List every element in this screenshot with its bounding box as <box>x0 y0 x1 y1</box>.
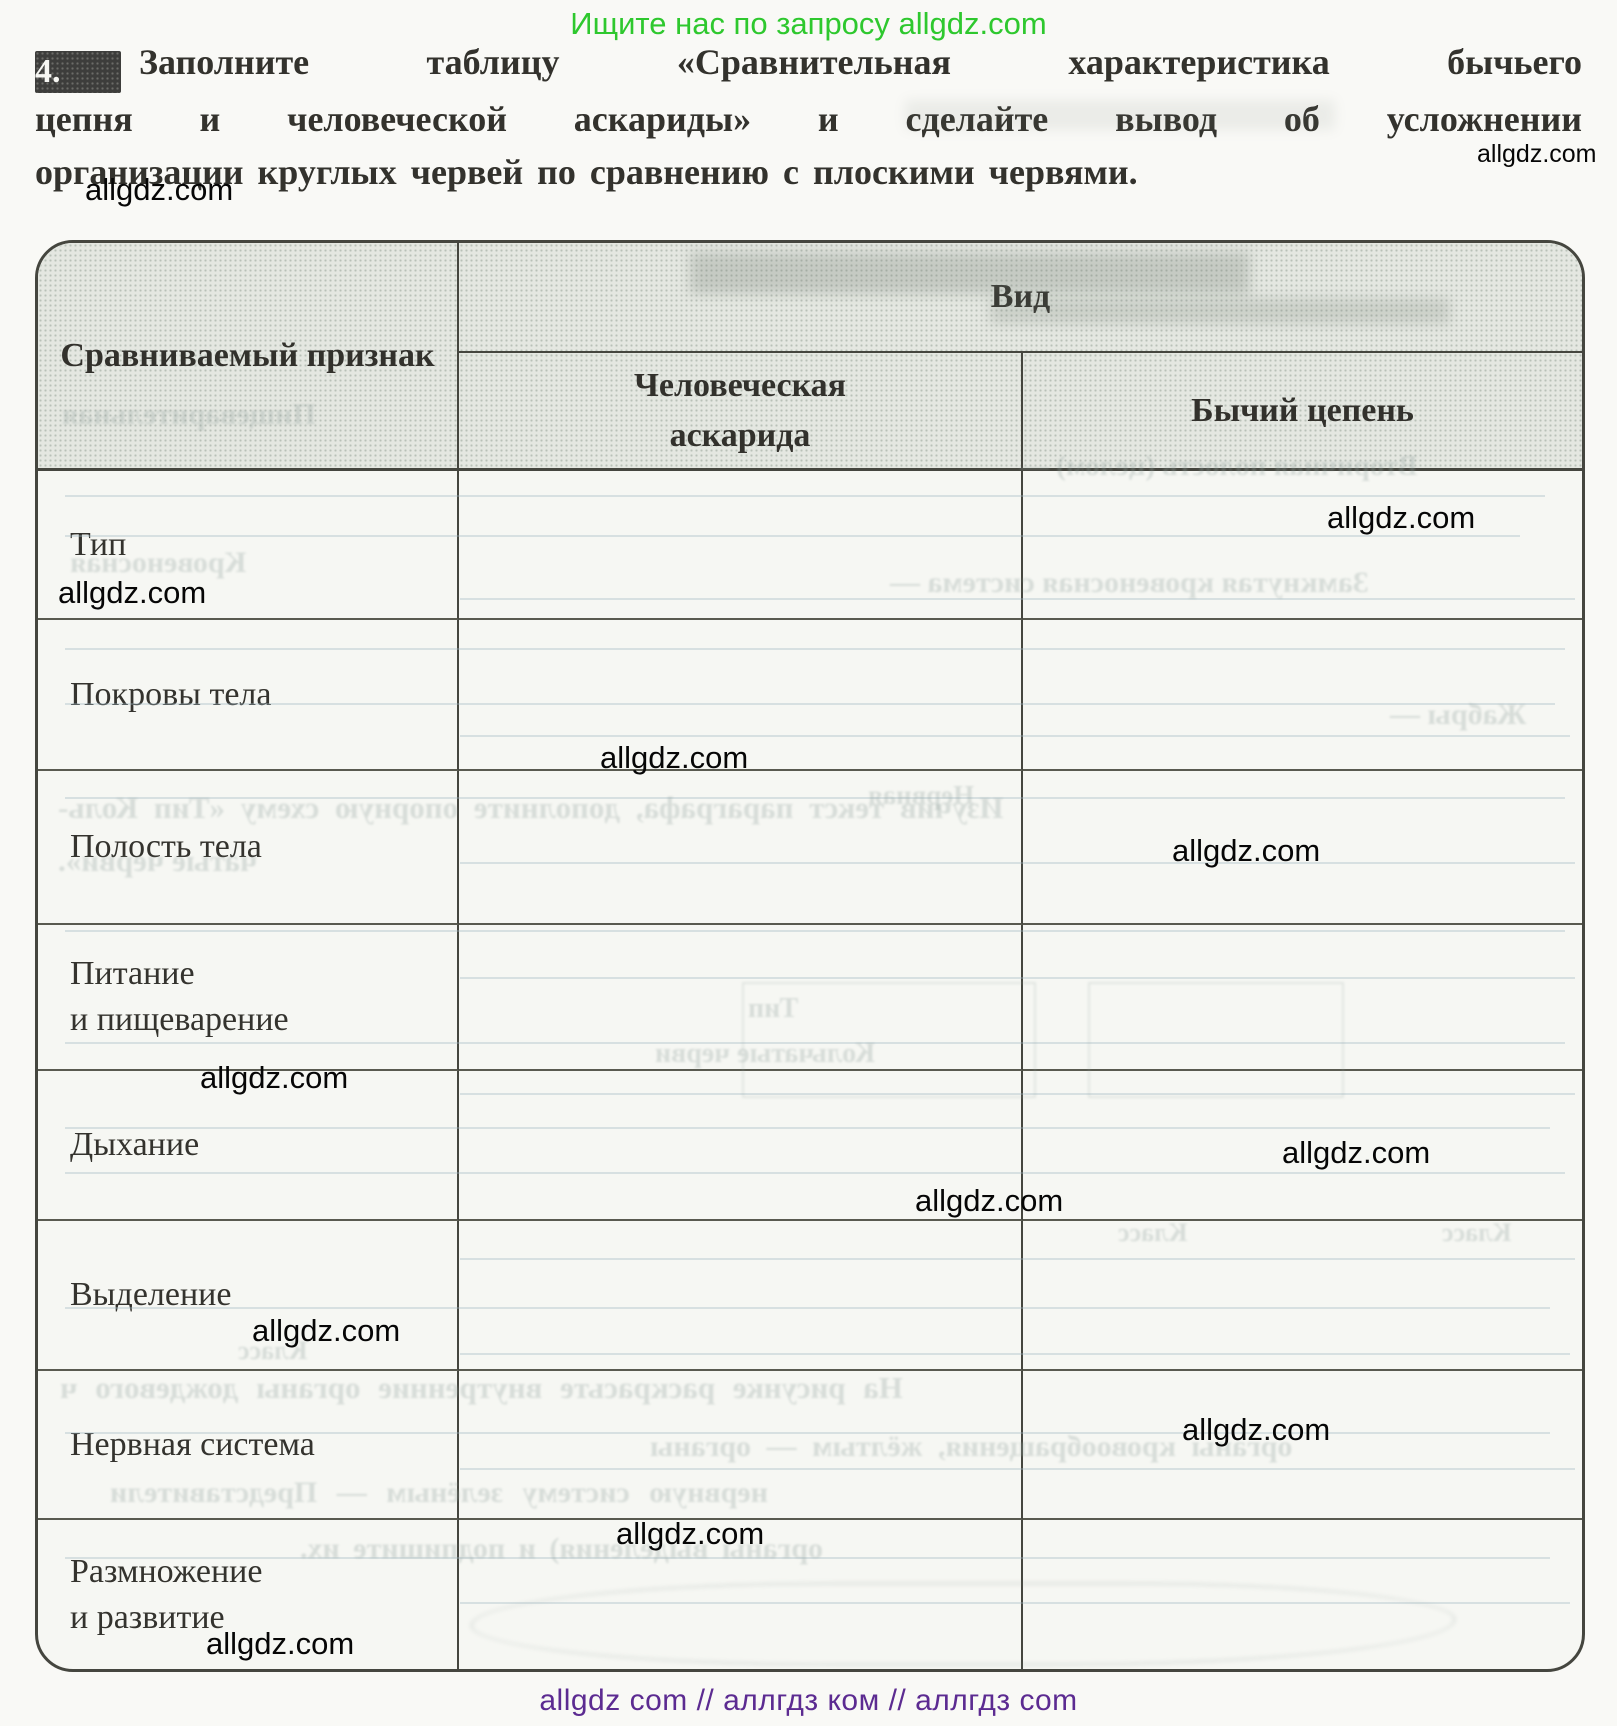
row-label: Полость тела <box>38 771 459 925</box>
ghost-smudge <box>905 100 1335 130</box>
watermark-text: allgdz.com <box>1182 1412 1331 1447</box>
answer-cell <box>1023 771 1582 925</box>
watermark-text: allgdz.com <box>206 1626 355 1661</box>
watermark-text: allgdz.com <box>1282 1135 1431 1170</box>
task-line-2: цепня и человеческой аскариды» и сделайт… <box>35 99 1582 139</box>
answer-cell <box>459 1371 1023 1520</box>
ghost-bleed-text: чатые черви». <box>58 843 258 878</box>
watermark-text: allgdz.com <box>1172 833 1321 868</box>
watermark-text: allgdz.com <box>616 1516 765 1551</box>
rule-line <box>460 1353 1570 1355</box>
watermark-text: allgdz.com <box>1327 500 1476 535</box>
answer-cell <box>459 1071 1023 1221</box>
rule-line <box>65 703 1555 705</box>
row-label: Выделение <box>38 1221 459 1371</box>
rule-line <box>65 535 1520 537</box>
answer-cell <box>1023 620 1582 771</box>
task-line-3: организации круглых червей по сравнению … <box>35 152 1138 192</box>
answer-cell <box>459 471 1023 620</box>
rule-line <box>65 1557 1550 1559</box>
answer-cell <box>459 620 1023 771</box>
rule-line <box>460 1093 1575 1095</box>
watermark-text: allgdz.com <box>252 1313 401 1348</box>
row-label: Дыхание <box>38 1071 459 1221</box>
rule-line <box>65 930 1565 932</box>
task-paragraph: 4. Заполните таблицу «Сравнительная харак… <box>35 36 1582 199</box>
rule-line <box>460 1258 1575 1260</box>
header-bull-tapeworm: Бычий цепень <box>1023 353 1582 471</box>
answer-cell <box>1023 1371 1582 1520</box>
rule-line <box>65 1172 1565 1174</box>
rule-line <box>65 648 1565 650</box>
answer-cell <box>1023 471 1582 620</box>
row-label: Нервная система <box>38 1371 459 1520</box>
ghost-box <box>1088 982 1344 1098</box>
answer-cell <box>459 771 1023 925</box>
ghost-bleed-text: Изучив текст параграфа, дополните опорну… <box>58 790 1004 825</box>
watermark-text: allgdz.com <box>200 1060 349 1095</box>
row-label: Покровы тела <box>38 620 459 771</box>
task-line-1-text: Заполните таблицу «Сравнительная характе… <box>139 42 1582 82</box>
rule-line <box>65 1307 1550 1309</box>
answer-cell <box>1023 1221 1582 1371</box>
ghost-bleed-text: Замкнутая кровеносная система — <box>890 566 1369 599</box>
ghost-box <box>742 982 1036 1098</box>
header-compared-feature: Сравниваемый признак <box>38 243 459 471</box>
rule-line <box>65 1042 1565 1044</box>
row-label: Размножение и развитие <box>38 1520 459 1669</box>
ghost-smudge <box>990 298 1450 324</box>
task-line-1: 4. Заполните таблицу «Сравнительная харак… <box>35 36 1582 93</box>
rule-line <box>460 1468 1575 1470</box>
rule-line <box>65 1127 1550 1129</box>
watermark-text: allgdz.com <box>600 740 749 775</box>
watermark-text: allgdz.com <box>58 575 207 610</box>
ghost-bleed-text: Класс <box>1118 1218 1188 1247</box>
promo-search-text: Ищите нас по запросу allgdz.com <box>570 6 1047 41</box>
ghost-bleed-text: Жабры — <box>1390 698 1527 731</box>
row-label: Тип <box>38 471 459 620</box>
watermark-text: allgdz.com <box>85 172 234 207</box>
answer-cell <box>1023 925 1582 1071</box>
footer-watermark-text: allgdz com // аллгдз ком // аллгдз com <box>539 1684 1078 1717</box>
header-group-vid: Вид <box>459 243 1582 353</box>
watermark-text: allgdz.com <box>1477 140 1597 168</box>
rule-line <box>65 495 1545 497</box>
watermark-text: allgdz.com <box>915 1183 1064 1218</box>
ghost-worm-drawing <box>470 1582 1456 1666</box>
comparison-table: Сравниваемый признак Вид Человеческая ас… <box>35 240 1585 1672</box>
header-human-ascaris: Человеческая аскарида <box>459 353 1023 471</box>
rule-line <box>65 797 1565 799</box>
answer-cell <box>459 925 1023 1071</box>
rule-line <box>460 862 1575 864</box>
task-number-badge: 4. <box>35 51 121 93</box>
answer-cell <box>1023 1071 1582 1221</box>
ghost-bleed-text: Вторичная полость (целом) — <box>1020 450 1418 482</box>
rule-line <box>65 1432 1550 1434</box>
answer-cell <box>459 1221 1023 1371</box>
ghost-bleed-text: Пищеварительная <box>62 398 316 431</box>
ghost-smudge <box>690 252 1250 294</box>
row-label: Питание и пищеварение <box>38 925 459 1071</box>
rule-line <box>460 977 1575 979</box>
ghost-bleed-text: На рисунке раскрасьте внутренние органы … <box>60 1370 903 1405</box>
ghost-bleed-text: Класс <box>1442 1218 1512 1247</box>
rule-line <box>460 598 1575 600</box>
rule-line <box>460 735 1570 737</box>
ghost-bleed-text: нервную систему зелёным — Представители <box>110 1476 768 1509</box>
